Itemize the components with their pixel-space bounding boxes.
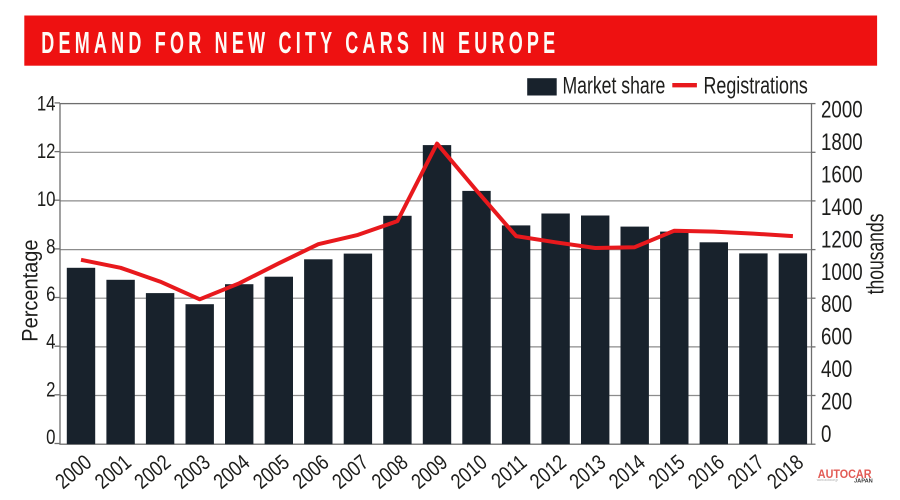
svg-text:200: 200 bbox=[821, 389, 852, 416]
svg-text:Percentage: Percentage bbox=[19, 239, 43, 341]
svg-text:12: 12 bbox=[37, 140, 56, 163]
svg-text:JAPAN: JAPAN bbox=[854, 478, 873, 484]
svg-text:600: 600 bbox=[821, 324, 852, 351]
svg-text:2: 2 bbox=[46, 378, 55, 401]
svg-text:Market share: Market share bbox=[563, 73, 666, 99]
svg-text:1800: 1800 bbox=[821, 129, 863, 156]
svg-text:2005: 2005 bbox=[249, 450, 295, 494]
svg-text:10: 10 bbox=[37, 188, 56, 211]
svg-text:2000: 2000 bbox=[51, 450, 97, 494]
svg-text:2016: 2016 bbox=[684, 450, 730, 494]
svg-text:4: 4 bbox=[46, 331, 56, 354]
svg-text:2011: 2011 bbox=[487, 450, 532, 493]
svg-text:0: 0 bbox=[46, 426, 55, 449]
svg-text:14: 14 bbox=[37, 93, 56, 116]
svg-text:2015: 2015 bbox=[644, 450, 690, 494]
svg-text:0: 0 bbox=[821, 421, 831, 448]
svg-text:1200: 1200 bbox=[821, 226, 863, 253]
svg-text:2000: 2000 bbox=[821, 96, 863, 123]
svg-text:400: 400 bbox=[821, 356, 852, 383]
svg-text:2007: 2007 bbox=[328, 450, 374, 494]
svg-text:AUTOCAR: AUTOCAR bbox=[818, 467, 872, 481]
svg-text:2009: 2009 bbox=[407, 450, 453, 494]
svg-text:1400: 1400 bbox=[821, 194, 863, 221]
svg-text:6: 6 bbox=[46, 283, 55, 306]
svg-text:Registrations: Registrations bbox=[704, 73, 808, 99]
svg-text:2017: 2017 bbox=[723, 450, 769, 494]
svg-text:2010: 2010 bbox=[447, 450, 493, 494]
svg-text:2002: 2002 bbox=[130, 450, 176, 494]
svg-text:1000: 1000 bbox=[821, 259, 863, 286]
svg-text:2013: 2013 bbox=[565, 450, 611, 494]
svg-text:thousands: thousands bbox=[863, 214, 889, 295]
svg-text:2008: 2008 bbox=[367, 450, 413, 494]
svg-text:1600: 1600 bbox=[821, 161, 863, 188]
svg-text:2018: 2018 bbox=[763, 450, 809, 494]
svg-text:800: 800 bbox=[821, 291, 852, 318]
svg-text:8: 8 bbox=[46, 236, 55, 259]
svg-text:2012: 2012 bbox=[526, 450, 572, 494]
svg-text:2006: 2006 bbox=[288, 450, 334, 494]
svg-text:2003: 2003 bbox=[170, 450, 216, 494]
svg-text:2001: 2001 bbox=[91, 450, 137, 494]
svg-text:www.autocar.jp: www.autocar.jp bbox=[817, 478, 839, 482]
svg-text:2014: 2014 bbox=[605, 450, 651, 494]
svg-text:DEMAND FOR NEW CITY CARS IN EU: DEMAND FOR NEW CITY CARS IN EUROPE bbox=[41, 26, 559, 60]
svg-text:2004: 2004 bbox=[209, 450, 255, 494]
